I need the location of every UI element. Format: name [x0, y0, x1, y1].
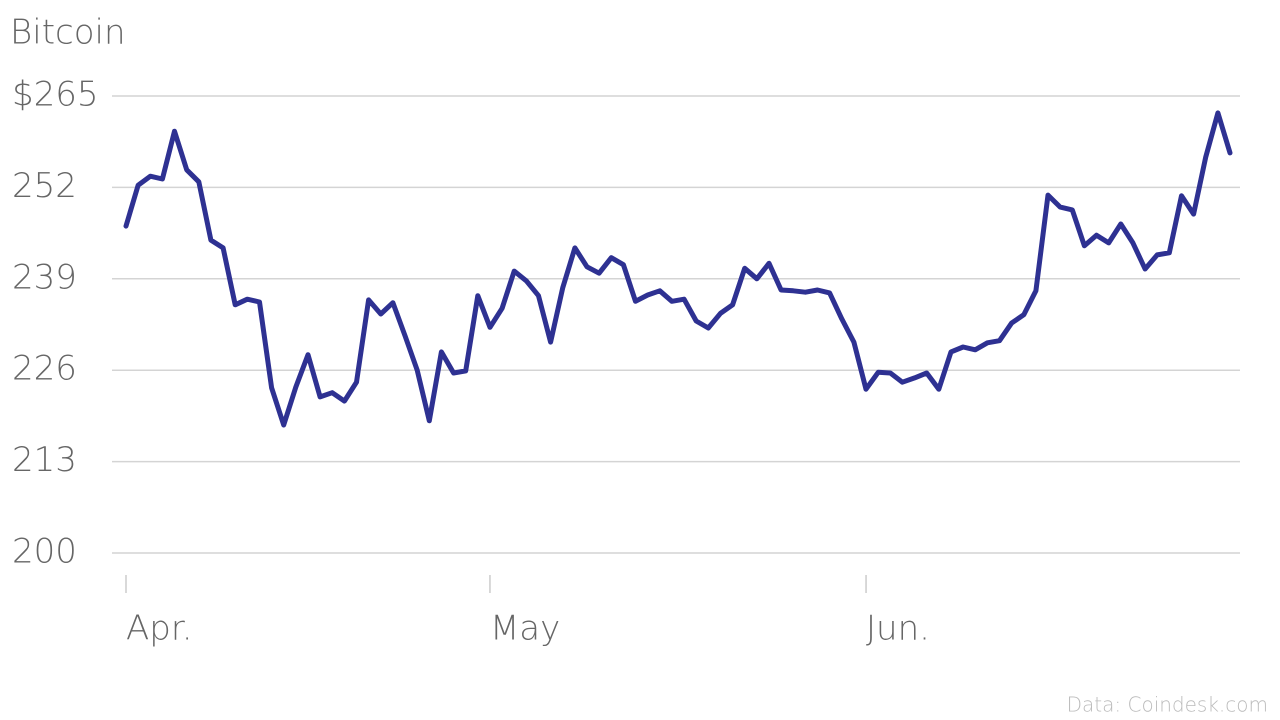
y-tick-label: 213 — [12, 440, 77, 480]
x-tick-label: Jun. — [866, 609, 930, 649]
y-tick-label: 252 — [12, 166, 77, 206]
y-tick-label: 239 — [12, 257, 77, 297]
x-tick-label: May — [490, 609, 560, 649]
price-line — [123, 110, 1233, 428]
chart-title: Bitcoin — [10, 13, 126, 53]
y-tick-label: 226 — [12, 349, 77, 389]
source-note: Data: Coindesk.com — [1067, 693, 1268, 717]
x-tick-label: Apr. — [126, 609, 193, 649]
y-tick-label: $265 — [12, 75, 99, 115]
y-tick-label: 200 — [12, 532, 77, 572]
